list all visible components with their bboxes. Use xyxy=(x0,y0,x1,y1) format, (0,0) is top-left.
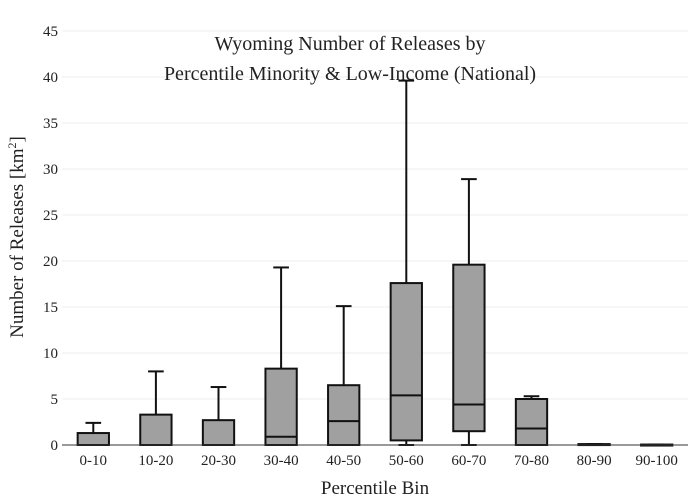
x-axis-ticks: 0-10 10-20 20-30 30-40 40-50 50-60 60-70 70-80 8… xyxy=(80,453,678,469)
y-tick-label: 45 xyxy=(43,24,58,40)
y-axis-ticks: 0 5 10 15 20 25 30 35 40 45 xyxy=(43,24,58,454)
y-tick-label: 5 xyxy=(51,392,59,408)
y-axis-title: Number of Releases [km2] xyxy=(5,136,28,338)
iqr-box xyxy=(201,419,236,447)
box-10-20 xyxy=(139,370,173,447)
box-50-60 xyxy=(389,79,423,446)
iqr-box xyxy=(452,263,486,433)
x-tick-label: 20-30 xyxy=(201,453,236,469)
iqr-box xyxy=(139,413,173,447)
box-60-70 xyxy=(452,178,486,446)
x-tick-label: 60-70 xyxy=(451,453,486,469)
x-tick-label: 10-20 xyxy=(138,453,173,469)
x-tick-label: 30-40 xyxy=(264,453,299,469)
y-tick-label: 0 xyxy=(51,438,59,454)
x-tick-label: 40-50 xyxy=(326,453,361,469)
chart-title-line1: Wyoming Number of Releases by xyxy=(215,33,486,55)
box-30-40 xyxy=(264,266,298,447)
grid-lines xyxy=(62,30,688,400)
iqr-box xyxy=(264,367,298,447)
x-tick-label: 80-90 xyxy=(577,453,612,469)
box-40-50 xyxy=(327,305,361,447)
y-tick-label: 35 xyxy=(43,116,58,132)
x-axis-title: Percentile Bin xyxy=(321,478,430,499)
y-tick-label: 40 xyxy=(43,70,58,86)
iqr-box xyxy=(514,398,549,446)
box-20-30 xyxy=(201,386,236,447)
iqr-box xyxy=(389,282,423,442)
x-tick-label: 50-60 xyxy=(389,453,424,469)
x-tick-label: 70-80 xyxy=(514,453,549,469)
box-0-10 xyxy=(76,421,110,447)
y-axis-title-main: Number of Releases [km xyxy=(7,148,28,338)
y-tick-label: 30 xyxy=(43,162,58,178)
y-tick-label: 15 xyxy=(43,300,58,316)
x-tick-label: 90-100 xyxy=(635,453,678,469)
y-tick-label: 20 xyxy=(43,254,58,270)
y-axis-title-close: ] xyxy=(7,136,28,142)
boxes xyxy=(76,79,674,447)
y-tick-label: 25 xyxy=(43,208,58,224)
y-axis-title-superscript: 2 xyxy=(5,142,19,148)
y-tick-label: 10 xyxy=(43,346,58,362)
iqr-box xyxy=(327,384,361,447)
box-70-80 xyxy=(514,395,549,446)
chart-title-line2: Percentile Minority & Low-Income (Nation… xyxy=(164,63,536,85)
x-tick-label: 0-10 xyxy=(80,453,108,469)
iqr-box xyxy=(76,432,110,447)
